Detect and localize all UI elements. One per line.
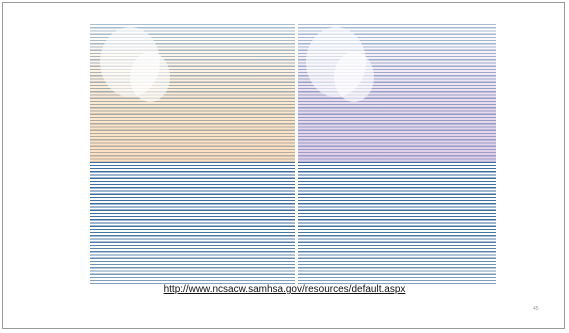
image-shape	[130, 52, 170, 102]
left-image-panel	[90, 22, 295, 284]
resource-link[interactable]: http://www.ncsacw.samhsa.gov/resources/d…	[0, 284, 569, 295]
page-number: 45	[533, 306, 539, 312]
image-fade	[90, 224, 295, 284]
image-fade	[298, 224, 496, 284]
right-image-panel	[298, 22, 496, 284]
slide: http://www.ncsacw.samhsa.gov/resources/d…	[0, 0, 569, 333]
image-shape	[334, 52, 374, 102]
